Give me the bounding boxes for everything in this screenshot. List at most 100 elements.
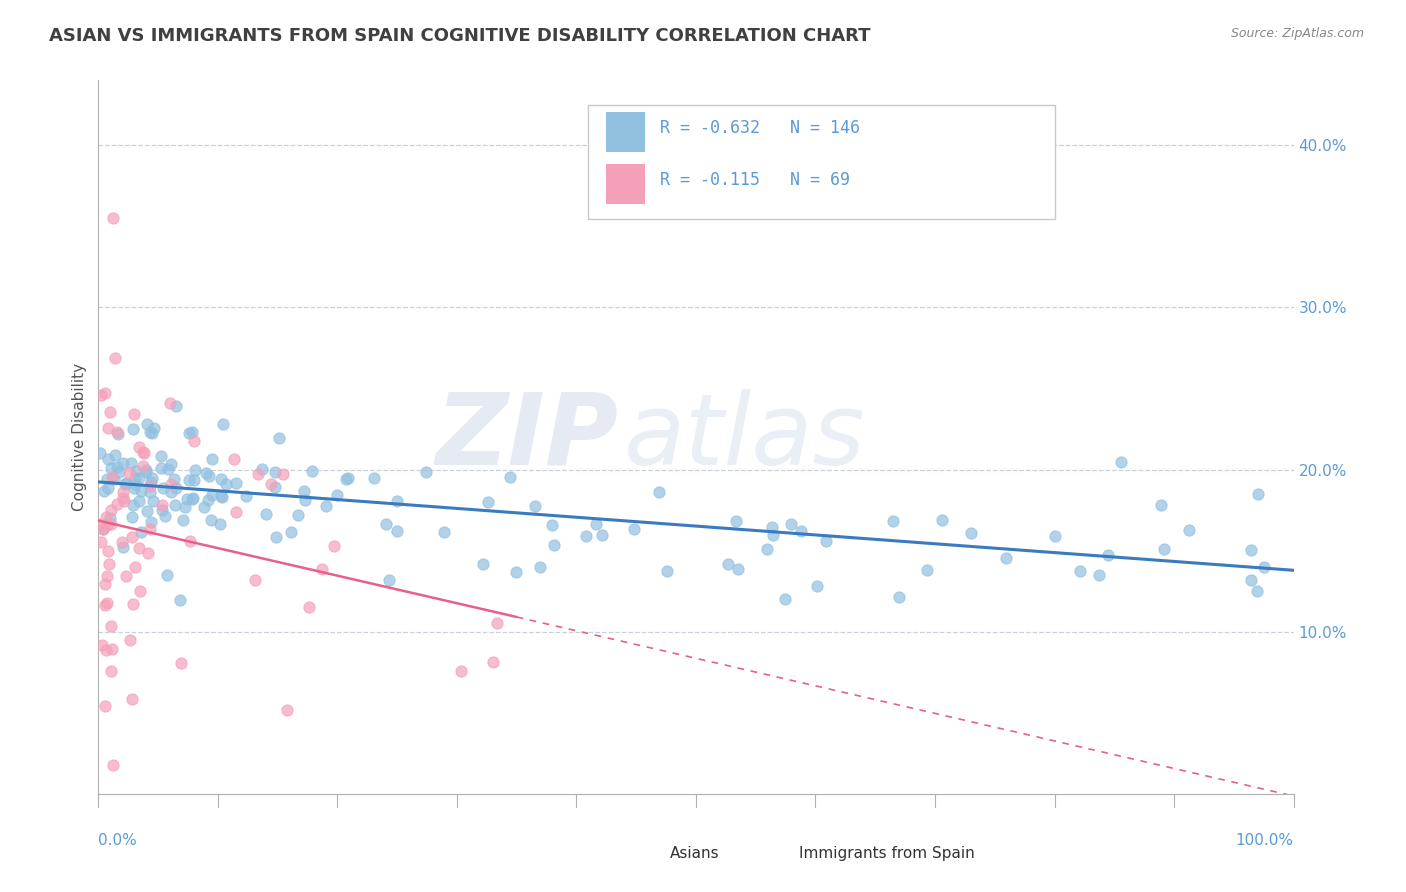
Point bbox=[121, 510, 143, 524]
Point bbox=[139, 515, 162, 529]
Point bbox=[183, 473, 205, 487]
Bar bbox=[606, 112, 644, 152]
Point bbox=[101, 641, 124, 656]
Point bbox=[931, 513, 953, 527]
Point bbox=[529, 560, 551, 574]
Text: ZIP: ZIP bbox=[436, 389, 619, 485]
Point bbox=[1043, 528, 1066, 542]
Point bbox=[1109, 455, 1132, 469]
Point bbox=[806, 579, 828, 593]
Point bbox=[541, 517, 564, 532]
Point bbox=[157, 462, 180, 476]
Point bbox=[294, 492, 316, 507]
Bar bbox=[606, 164, 644, 203]
Point bbox=[756, 542, 779, 557]
Point bbox=[124, 471, 146, 485]
Point bbox=[132, 445, 155, 459]
Point bbox=[179, 534, 201, 549]
Y-axis label: Cognitive Disability: Cognitive Disability bbox=[72, 363, 87, 511]
Point bbox=[114, 477, 136, 491]
Text: R = -0.632   N = 146: R = -0.632 N = 146 bbox=[661, 120, 860, 137]
Text: 0.0%: 0.0% bbox=[98, 833, 138, 848]
Point bbox=[179, 426, 201, 441]
Point bbox=[183, 434, 205, 449]
Point bbox=[450, 664, 472, 678]
Point bbox=[94, 598, 117, 612]
Point bbox=[91, 522, 114, 536]
Point bbox=[1178, 524, 1201, 538]
Point bbox=[121, 692, 143, 706]
Point bbox=[254, 507, 277, 521]
Point bbox=[814, 533, 837, 548]
Text: Immigrants from Spain: Immigrants from Spain bbox=[799, 846, 974, 861]
Point bbox=[138, 484, 160, 499]
Point bbox=[183, 463, 205, 477]
Point bbox=[117, 466, 139, 480]
Point bbox=[141, 475, 163, 489]
Point bbox=[108, 466, 131, 480]
Point bbox=[779, 516, 801, 531]
Point bbox=[131, 458, 153, 473]
Point bbox=[337, 471, 360, 485]
Point bbox=[128, 440, 150, 454]
Point bbox=[505, 565, 527, 579]
Point bbox=[94, 643, 117, 657]
Point bbox=[276, 702, 298, 716]
Point bbox=[648, 484, 671, 499]
Point bbox=[727, 562, 749, 576]
Point bbox=[120, 456, 142, 470]
Point bbox=[160, 457, 183, 471]
Point bbox=[136, 417, 159, 432]
Point bbox=[107, 497, 129, 511]
Point bbox=[263, 466, 285, 480]
Point bbox=[170, 656, 193, 670]
Text: ASIAN VS IMMIGRANTS FROM SPAIN COGNITIVE DISABILITY CORRELATION CHART: ASIAN VS IMMIGRANTS FROM SPAIN COGNITIVE… bbox=[49, 27, 870, 45]
Point bbox=[163, 472, 186, 486]
Point bbox=[150, 449, 173, 463]
Point bbox=[94, 699, 117, 714]
Point bbox=[97, 421, 120, 435]
Point bbox=[280, 524, 302, 539]
Point bbox=[591, 528, 613, 542]
Point bbox=[112, 540, 135, 554]
Point bbox=[100, 517, 122, 532]
Point bbox=[717, 557, 740, 571]
Point bbox=[150, 498, 173, 512]
Point bbox=[260, 476, 283, 491]
Point bbox=[225, 475, 247, 490]
Point bbox=[94, 577, 117, 591]
Point bbox=[124, 560, 146, 574]
Point bbox=[181, 425, 204, 439]
Point bbox=[153, 508, 176, 523]
Point bbox=[315, 500, 337, 514]
Point bbox=[128, 493, 150, 508]
Point bbox=[181, 491, 204, 506]
Point bbox=[103, 472, 125, 486]
Text: Source: ZipAtlas.com: Source: ZipAtlas.com bbox=[1230, 27, 1364, 40]
Point bbox=[156, 567, 179, 582]
Point bbox=[112, 485, 135, 500]
Point bbox=[93, 483, 115, 498]
Point bbox=[177, 474, 200, 488]
Point bbox=[142, 494, 165, 508]
Point bbox=[761, 520, 783, 534]
Point bbox=[122, 498, 145, 512]
Point bbox=[523, 499, 546, 513]
Point bbox=[790, 524, 813, 538]
Point bbox=[264, 530, 287, 544]
Point bbox=[105, 460, 128, 475]
Point bbox=[141, 426, 163, 441]
Point bbox=[194, 466, 217, 480]
Point bbox=[211, 490, 233, 504]
Bar bbox=[768, 838, 794, 871]
Point bbox=[121, 530, 143, 544]
Point bbox=[585, 517, 607, 532]
Text: Asians: Asians bbox=[669, 846, 720, 861]
Point bbox=[335, 472, 357, 486]
Point bbox=[1247, 487, 1270, 501]
Point bbox=[105, 425, 128, 439]
Point bbox=[120, 632, 142, 647]
Point bbox=[201, 488, 224, 502]
Point bbox=[111, 535, 134, 549]
Point bbox=[762, 527, 785, 541]
